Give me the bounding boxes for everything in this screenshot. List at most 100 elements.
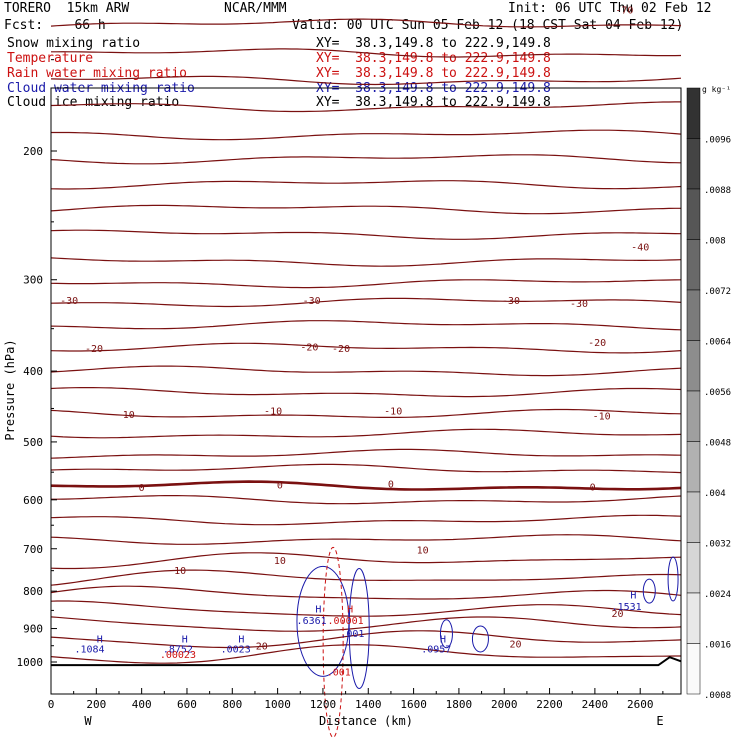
isotherm-label: -20 [588, 338, 606, 349]
hydrometeor-contour [667, 556, 679, 602]
isotherm-label: 10 [274, 556, 286, 567]
isotherm-lines [50, 18, 682, 664]
y-tick-label: 200 [23, 145, 43, 158]
isotherm-line [50, 480, 682, 491]
y-axis-title: Pressure (hPa) [3, 339, 17, 440]
isotherm-label: 0 [388, 480, 394, 491]
y-tick-label: 500 [23, 436, 43, 449]
east-label: E [656, 714, 663, 728]
isotherm-line [50, 75, 682, 86]
colorbar-label: .0056 [704, 388, 731, 398]
colorbar-swatch [686, 188, 701, 240]
value-label: .8752 [163, 644, 193, 655]
hydrometeor-contours [296, 546, 679, 738]
value-label: .00023 [160, 650, 196, 661]
x-tick-label: 2400 [582, 698, 609, 711]
isotherm-line [50, 428, 682, 439]
isotherm-label: 10 [174, 566, 186, 577]
x-axis: 0 200 400 600 800 1000 1200 1400 1600 1800 2000 220… [48, 688, 664, 728]
isotherm-label: -10 [117, 410, 135, 421]
isotherm-line [51, 495, 682, 505]
colorbar-label: .0048 [704, 439, 731, 449]
value-label: .001 [327, 667, 351, 678]
field-name-snow: Snow mixing ratio [7, 36, 141, 51]
value-label: .0023 [221, 644, 251, 655]
high-marker: H [315, 605, 321, 616]
isotherm-label: 20 [612, 609, 624, 620]
center-title: NCAR/MMM [224, 1, 287, 16]
isotherm-line [50, 229, 682, 240]
hydrometeor-contour [439, 619, 453, 649]
plot-frame [50, 87, 682, 695]
colorbar-swatch [686, 138, 701, 190]
value-label: .1084 [74, 644, 104, 655]
isotherm-label: 20 [510, 639, 522, 650]
terrain-line [51, 656, 682, 667]
isotherm-label: 10 [417, 546, 429, 557]
isotherm-line [50, 204, 681, 215]
isotherm-label: 20 [256, 642, 268, 653]
isotherm-line [50, 387, 682, 398]
y-tick-label: 600 [23, 494, 43, 507]
high-marker: H [238, 634, 244, 645]
colorbar-label: .004 [704, 489, 726, 499]
value-label: .0957 [421, 644, 451, 655]
colorbar-swatch [686, 491, 701, 543]
colorbar-swatch [686, 239, 701, 291]
x-tick-label: 400 [132, 698, 152, 711]
isotherm-line [50, 552, 682, 570]
value-label: .6361 [297, 616, 327, 627]
isotherm-line [50, 644, 681, 664]
isotherm-line [50, 297, 682, 308]
isotherm-line [50, 600, 682, 617]
y-tick-label: 300 [23, 274, 43, 287]
value-label: .001 [340, 629, 364, 640]
value-label: .1531 [612, 602, 642, 613]
isotherm-line [51, 129, 682, 141]
colorbar-swatch [686, 592, 701, 644]
init-time: Init: 06 UTC Thu 02 Feb 12 [508, 1, 712, 16]
colorbar-swatch [686, 390, 701, 442]
hydrometeor-contour [322, 546, 344, 738]
field-xy-temperature: XY= 38.3,149.8 to 222.9,149.8 [316, 51, 551, 66]
x-tick-label: 600 [177, 698, 197, 711]
field-xy-snow: XY= 38.3,149.8 to 222.9,149.8 [316, 36, 551, 51]
isotherm-line [50, 534, 682, 545]
colorbar-label: .008 [704, 237, 726, 247]
hydrometeor-contour [348, 568, 370, 690]
high-marker: H [630, 590, 636, 601]
isotherm-line [50, 448, 682, 459]
isotherm-line [50, 365, 682, 377]
colorbar-swatch [686, 643, 701, 695]
colorbar-label: .0088 [704, 186, 731, 196]
x-tick-label: 2200 [536, 698, 563, 711]
isotherm-label: -10 [264, 407, 282, 418]
isotherm-label: -30 [60, 296, 78, 307]
x-axis-title: Distance (km) [319, 714, 413, 728]
x-tick-label: 800 [222, 698, 242, 711]
x-tick-label: 1800 [446, 698, 473, 711]
high-marker: H [97, 634, 103, 645]
isotherm-line [50, 616, 682, 632]
isotherm-line [50, 101, 681, 113]
colorbar-swatch [686, 542, 701, 594]
colorbar-unit: g kg⁻¹ [702, 85, 731, 94]
y-tick-label: 700 [23, 543, 43, 556]
y-tick-label: 1000 [17, 656, 44, 669]
colorbar-label: .0096 [704, 136, 731, 146]
isotherm-label: -30 [502, 296, 520, 307]
colorbar-swatch [686, 289, 701, 341]
x-tick-label: 2000 [491, 698, 518, 711]
isotherm-line [50, 257, 682, 267]
x-tick-label: 2600 [627, 698, 654, 711]
field-name-cloudwater: Cloud water mixing ratio [7, 81, 195, 96]
isotherm-label: -40 [631, 242, 649, 253]
west-label: W [84, 714, 92, 728]
colorbar-swatch [686, 87, 701, 139]
x-tick-label: 0 [48, 698, 55, 711]
isotherm-line [50, 154, 682, 165]
isotherm-label: -30 [570, 299, 588, 310]
isotherm-label: -70 [615, 5, 633, 16]
y-tick-label: 400 [23, 365, 43, 378]
isotherm-line [51, 48, 682, 58]
